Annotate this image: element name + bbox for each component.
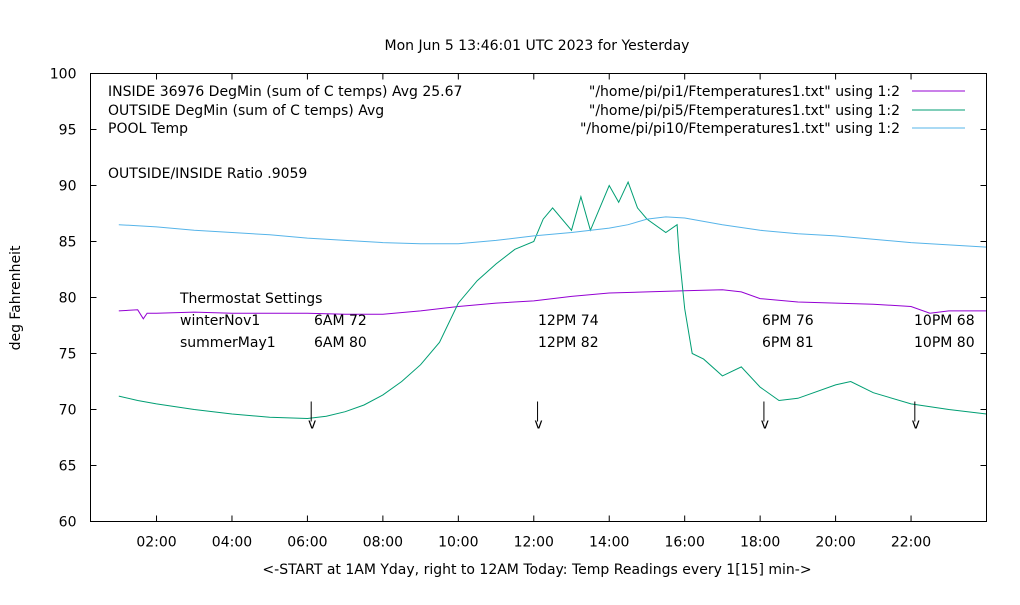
x-tick-label-1: 04:00 [212, 535, 252, 551]
thermostat-row-label-winter: winterNov1 [180, 313, 260, 329]
y-tick-label-5: 85 [59, 235, 77, 251]
legend-entry-2: "/home/pi/pi10/Ftemperatures1.txt" using… [580, 121, 900, 137]
series-line-2 [118, 216, 987, 248]
y-tick-label-1: 65 [59, 459, 77, 475]
thermostat-winter-12pm: 12PM 74 [538, 313, 599, 329]
marker-label-3: v [912, 417, 920, 433]
annotations: OUTSIDE/INSIDE Ratio .9059 Thermostat Se… [108, 166, 975, 433]
x-tick-label-2: 06:00 [287, 535, 327, 551]
thermostat-winter-6pm: 6PM 76 [762, 313, 814, 329]
chart-title: Mon Jun 5 13:46:01 UTC 2023 for Yesterda… [385, 38, 690, 54]
legend-entry-1: "/home/pi/pi5/Ftemperatures1.txt" using … [589, 103, 900, 119]
y-tick-label-4: 80 [59, 291, 77, 307]
x-tick-label-9: 20:00 [815, 535, 855, 551]
y-tick-label-6: 90 [59, 179, 77, 195]
x-tick-label-0: 02:00 [136, 535, 176, 551]
marker-label-1: v [534, 417, 542, 433]
x-tick-label-8: 18:00 [740, 535, 780, 551]
x-tick-label-3: 08:00 [363, 535, 403, 551]
legend-left-1: OUTSIDE DegMin (sum of C temps) Avg [108, 103, 384, 119]
y-tick-label-3: 75 [59, 347, 77, 363]
y-tick-label-0: 60 [59, 515, 77, 531]
thermostat-row-label-summer: summerMay1 [180, 335, 276, 351]
thermostat-summer-6pm: 6PM 81 [762, 335, 814, 351]
legend-left-0: INSIDE 36976 DegMin (sum of C temps) Avg… [108, 84, 462, 100]
series-line-1 [118, 180, 987, 420]
ratio-label: OUTSIDE/INSIDE Ratio .9059 [108, 166, 307, 182]
thermostat-winter-6am: 6AM 72 [314, 313, 367, 329]
marker-label-0: v [308, 417, 316, 433]
x-tick-label-6: 14:00 [589, 535, 629, 551]
y-tick-label-8: 100 [50, 67, 77, 83]
x-tick-label-4: 10:00 [438, 535, 478, 551]
y-tick-label-7: 95 [59, 123, 77, 139]
marker-label-2: v [761, 417, 769, 433]
legend: INSIDE 36976 DegMin (sum of C temps) Avg… [108, 84, 965, 137]
x-tick-label-7: 16:00 [665, 535, 705, 551]
series-line-0 [118, 289, 987, 320]
y-axis-label: deg Fahrenheit [8, 245, 24, 350]
thermostat-winter-10pm: 10PM 68 [914, 313, 975, 329]
y-tick-label-2: 70 [59, 403, 77, 419]
x-tick-label-5: 12:00 [514, 535, 554, 551]
axes: 60 65 70 75 80 85 90 95 100 02:00 04:00 06:00 08:00 1… [50, 67, 987, 551]
thermostat-summer-6am: 6AM 80 [314, 335, 367, 351]
series-layer [118, 180, 987, 420]
thermostat-title: Thermostat Settings [179, 291, 322, 307]
thermostat-summer-12pm: 12PM 82 [538, 335, 599, 351]
x-tick-label-10: 22:00 [891, 535, 931, 551]
legend-entry-0: "/home/pi/pi1/Ftemperatures1.txt" using … [589, 84, 900, 100]
thermostat-summer-10pm: 10PM 80 [914, 335, 975, 351]
plot-frame [90, 73, 987, 522]
legend-left-2: POOL Temp [108, 121, 188, 137]
x-axis-label: <-START at 1AM Yday, right to 12AM Today… [262, 562, 811, 578]
